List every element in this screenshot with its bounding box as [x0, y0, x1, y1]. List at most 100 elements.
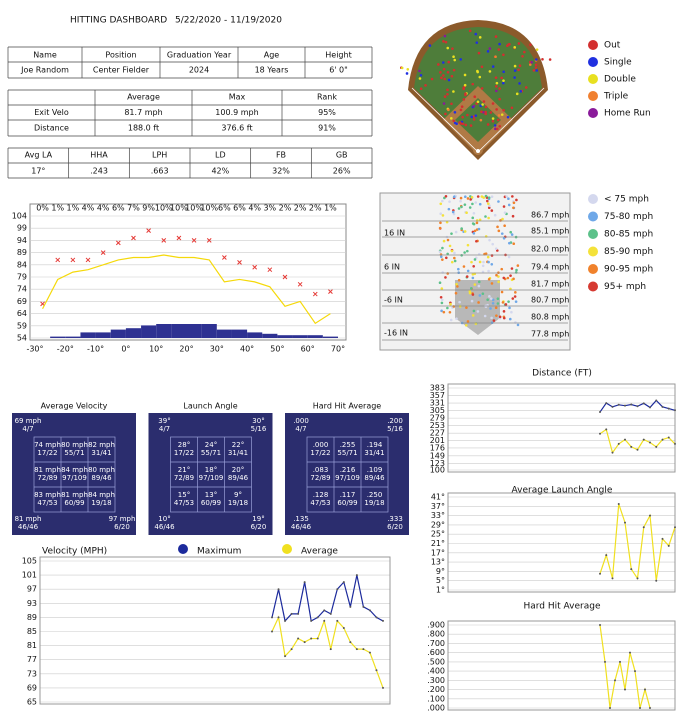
- hit-dot: [486, 123, 490, 126]
- zone-value: 82 mph: [88, 441, 115, 449]
- series-point: [636, 577, 639, 580]
- pitch-dot: [478, 294, 482, 297]
- pitch-dot: [471, 272, 475, 276]
- hit-dot: [462, 87, 466, 91]
- pitch-dot: [475, 219, 479, 222]
- pitch-dot: [497, 200, 500, 203]
- pitch-dot: [450, 260, 454, 264]
- pitch-dot: [470, 299, 474, 303]
- series-point: [667, 407, 670, 410]
- legend-swatch: [588, 74, 598, 84]
- pitch-dot: [452, 305, 456, 308]
- hit-dot: [419, 73, 423, 77]
- pitch-dot: [490, 316, 493, 320]
- hit-dot: [502, 53, 505, 57]
- histogram-bar: [322, 336, 338, 338]
- pitch-dot: [510, 267, 514, 270]
- plot-frame: [29, 203, 347, 341]
- pitch-dot: [497, 280, 500, 284]
- pitch-dot: [497, 275, 500, 278]
- series-point: [624, 688, 626, 691]
- table-cell: .243: [90, 167, 108, 176]
- table-cell: 18 Years: [255, 66, 289, 75]
- zone-value: .000: [313, 441, 329, 449]
- hit-dot: [476, 69, 479, 73]
- x-tick-label: -10°: [87, 345, 104, 354]
- pitch-dot: [504, 303, 508, 306]
- hit-dot: [430, 77, 434, 81]
- hit-dot: [452, 68, 456, 72]
- zone-corner-value: 30°: [252, 417, 264, 425]
- series-point: [611, 577, 614, 580]
- zone-count: 97/109: [335, 474, 360, 482]
- hit-dot: [462, 98, 466, 101]
- y-tick-label: 69: [27, 683, 37, 692]
- zone-count: 47/53: [174, 499, 194, 507]
- spray-field: [408, 20, 548, 160]
- histogram-bar: [307, 335, 323, 338]
- hit-dot: [444, 112, 447, 116]
- histogram-bar: [186, 324, 202, 338]
- pitch-dot: [512, 277, 515, 281]
- zone-corner-value: 19°: [252, 515, 264, 523]
- hit-dot: [424, 84, 427, 87]
- zone-count: 55/71: [64, 449, 84, 457]
- hit-dot: [534, 66, 538, 69]
- legend-label: 80-85 mph: [604, 230, 653, 240]
- x-tick-label: 40°: [240, 345, 254, 354]
- series-point: [336, 619, 339, 622]
- series-point: [642, 402, 645, 405]
- zone-value: 74 mph: [34, 441, 61, 449]
- legend-swatch: [588, 211, 598, 222]
- zone-velocity: 80.8 mph: [531, 313, 569, 322]
- series-point: [639, 707, 641, 709]
- pitch-dot: [441, 214, 445, 217]
- hit-dot: [498, 87, 501, 90]
- pitch-dot: [472, 211, 476, 215]
- zone-height: -6 IN: [384, 296, 403, 305]
- series-point: [649, 514, 651, 517]
- hit-dot: [496, 127, 499, 131]
- hit-dot: [453, 110, 457, 114]
- pitch-dot: [482, 260, 485, 264]
- pitch-dot: [449, 318, 453, 322]
- y-tick-label: 105: [22, 557, 37, 566]
- hit-dot: [459, 58, 462, 61]
- histogram-bar: [95, 332, 111, 338]
- pitch-dot: [463, 203, 467, 206]
- zone-corner-value: 69 mph: [15, 417, 42, 425]
- hit-dot: [498, 97, 501, 101]
- hit-dot: [446, 92, 449, 96]
- y-tick-label: 85: [27, 627, 37, 636]
- histogram-bar: [201, 324, 217, 338]
- zone-corner-count: 46/46: [154, 523, 175, 531]
- y-tick-label: .100: [427, 694, 445, 703]
- hit-dot: [502, 70, 505, 74]
- pitch-dot: [466, 269, 470, 273]
- chart-title: Average Launch Angle: [512, 486, 613, 496]
- pitch-dot: [512, 206, 515, 210]
- hit-dot: [523, 50, 526, 54]
- column-header: LPH: [152, 151, 167, 160]
- pitch-dot: [450, 249, 454, 253]
- column-header: Rank: [317, 93, 337, 102]
- series-point: [605, 428, 608, 431]
- y-tick-label: 74: [17, 285, 27, 294]
- pitch-dot: [445, 220, 449, 224]
- y-tick-label: 37°: [431, 502, 445, 511]
- hit-dot: [500, 76, 503, 80]
- pitch-dot: [477, 227, 481, 231]
- zone-corner-count: 5/16: [251, 425, 267, 433]
- max-marker: [237, 260, 242, 265]
- zone-velocity: 86.7 mph: [531, 211, 569, 220]
- hit-dot: [443, 34, 447, 38]
- pitch-dot: [454, 230, 458, 234]
- y-tick-label: 253: [430, 421, 445, 430]
- max-marker: [328, 289, 333, 294]
- series-point: [609, 707, 611, 709]
- zone-value: 22°: [232, 441, 244, 449]
- hit-dot: [463, 83, 467, 87]
- x-tick-label: 70°: [331, 345, 345, 354]
- y-tick-label: 65: [27, 698, 37, 707]
